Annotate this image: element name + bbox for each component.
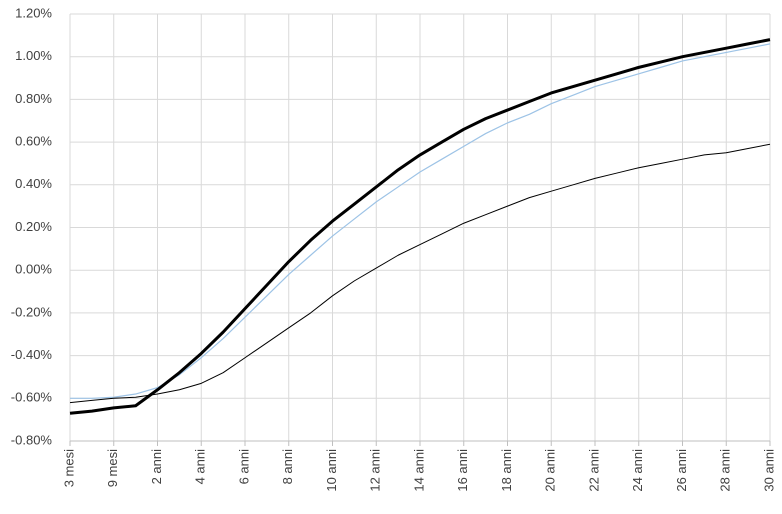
y-tick-label: -0.20% bbox=[11, 304, 53, 319]
x-tick-label: 12 anni bbox=[368, 449, 383, 492]
x-tick-label: 28 anni bbox=[718, 449, 733, 492]
x-tick-label: 18 anni bbox=[499, 449, 514, 492]
y-tick-label: -0.40% bbox=[11, 347, 53, 362]
y-tick-label: 0.40% bbox=[15, 176, 52, 191]
x-tick-label: 2 anni bbox=[149, 449, 164, 485]
y-tick-label: 0.20% bbox=[15, 219, 52, 234]
x-tick-label: 3 mesi bbox=[61, 449, 76, 487]
y-tick-label: 0.80% bbox=[15, 91, 52, 106]
series-line bbox=[70, 43, 771, 399]
x-tick-label: 26 anni bbox=[674, 449, 689, 492]
y-tick-label: 1.00% bbox=[15, 48, 52, 63]
x-tick-label: 16 anni bbox=[455, 449, 470, 492]
x-tick-label: 24 anni bbox=[630, 449, 645, 492]
x-tick-label: 22 anni bbox=[586, 449, 601, 492]
x-tick-label: 6 anni bbox=[236, 449, 251, 485]
x-tick-label: 8 anni bbox=[280, 449, 295, 485]
series-line bbox=[69, 143, 771, 404]
x-tick-label: 20 anni bbox=[543, 449, 558, 492]
x-tick-label: 9 mesi bbox=[105, 449, 120, 487]
series-line bbox=[69, 38, 771, 415]
y-tick-label: -0.60% bbox=[11, 390, 53, 405]
x-tick-label: 4 anni bbox=[193, 449, 208, 485]
y-tick-label: -0.80% bbox=[11, 432, 53, 447]
y-tick-label: 1.20% bbox=[15, 5, 52, 20]
x-tick-label: 14 anni bbox=[411, 449, 426, 492]
x-tick-label: 30 anni bbox=[761, 449, 776, 492]
y-tick-label: 0.00% bbox=[15, 262, 52, 277]
y-tick-label: 0.60% bbox=[15, 134, 52, 149]
x-tick-label: 10 anni bbox=[324, 449, 339, 492]
